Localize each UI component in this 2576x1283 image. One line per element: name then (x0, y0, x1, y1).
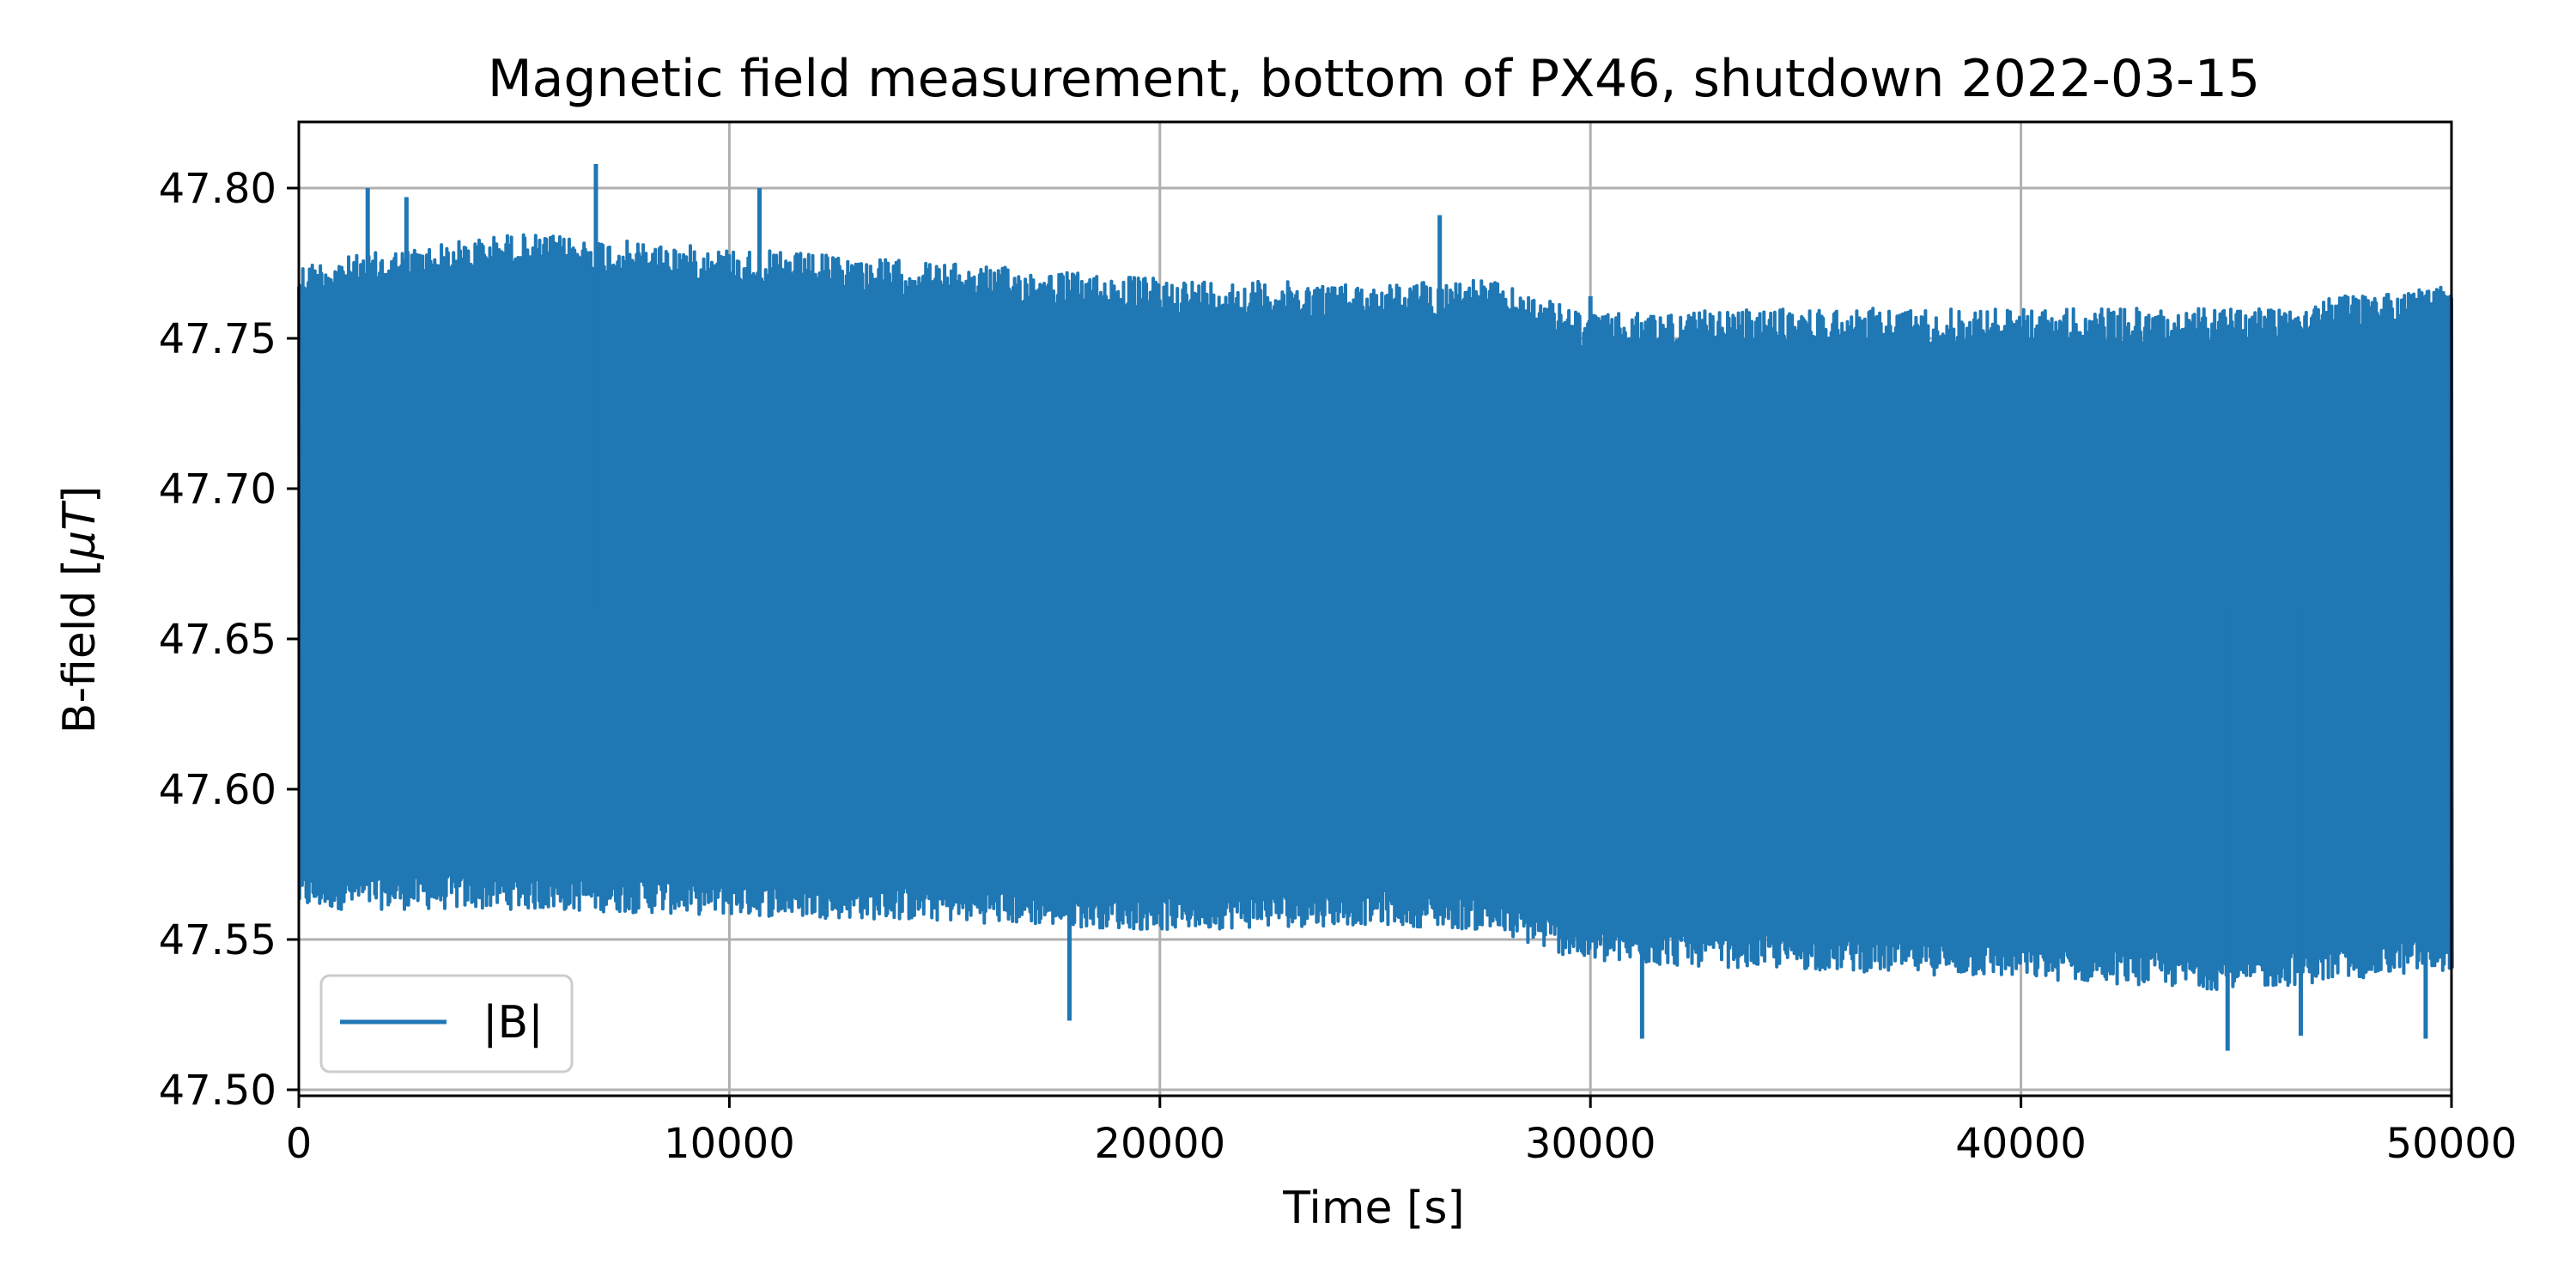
x-axis-label: Time [s] (1282, 1183, 1464, 1234)
y-tick-label: 47.70 (159, 465, 276, 514)
y-tick-label: 47.50 (159, 1067, 276, 1115)
y-axis: 47.50 47.55 47.60 47.65 47.70 47.75 47.80 (159, 165, 299, 1115)
y-tick-label: 47.60 (159, 766, 276, 814)
x-tick-label: 0 (286, 1120, 313, 1168)
x-axis: 0 10000 20000 30000 40000 50000 (286, 1096, 2518, 1168)
y-axis-label: B-field [μT] (54, 486, 106, 734)
series-line-B (297, 233, 2454, 992)
x-tick-label: 30000 (1525, 1120, 1656, 1168)
legend: |B| (319, 974, 574, 1073)
x-tick-label: 40000 (1955, 1120, 2087, 1168)
y-axis-label-unit: μT (54, 500, 106, 560)
legend-label: |B| (483, 997, 544, 1049)
y-tick-label: 47.80 (159, 165, 276, 213)
y-tick-label: 47.65 (159, 616, 276, 664)
y-tick-label: 47.55 (159, 916, 276, 964)
chart-title: Magnetic field measurement, bottom of PX… (488, 49, 2260, 109)
series-layer (297, 164, 2454, 1051)
x-tick-label: 50000 (2386, 1120, 2518, 1168)
x-tick-label: 10000 (664, 1120, 795, 1168)
y-axis-label-suffix: ] (54, 486, 106, 503)
y-tick-label: 47.75 (159, 315, 276, 363)
x-tick-label: 20000 (1094, 1120, 1225, 1168)
plot-frame (297, 120, 2453, 1098)
y-axis-label-prefix: B-field [ (54, 559, 106, 733)
